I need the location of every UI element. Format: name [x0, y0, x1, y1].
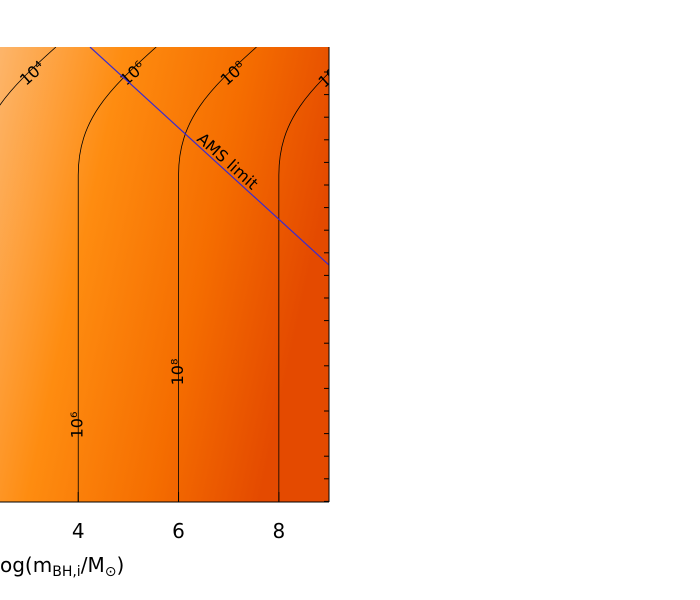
contour-line	[178, 47, 257, 502]
contour-line	[77, 47, 157, 502]
contour-bottom-label-group: 10⁸	[168, 359, 187, 386]
x-tick-label: 6	[172, 519, 185, 543]
x-tick-label: 8	[272, 519, 285, 543]
x-tick-label: 4	[72, 519, 85, 543]
plot-field	[0, 47, 329, 502]
contour-label: 10⁸	[168, 359, 187, 386]
contour-line	[278, 72, 329, 502]
x-axis-label: og(mBH,i/M⊙)	[0, 553, 124, 580]
contour-bottom-label-group: 10⁶	[68, 412, 87, 439]
contour-label: 10⁶	[68, 412, 87, 439]
contour-line	[0, 47, 57, 106]
ams-limit-line	[89, 47, 329, 266]
